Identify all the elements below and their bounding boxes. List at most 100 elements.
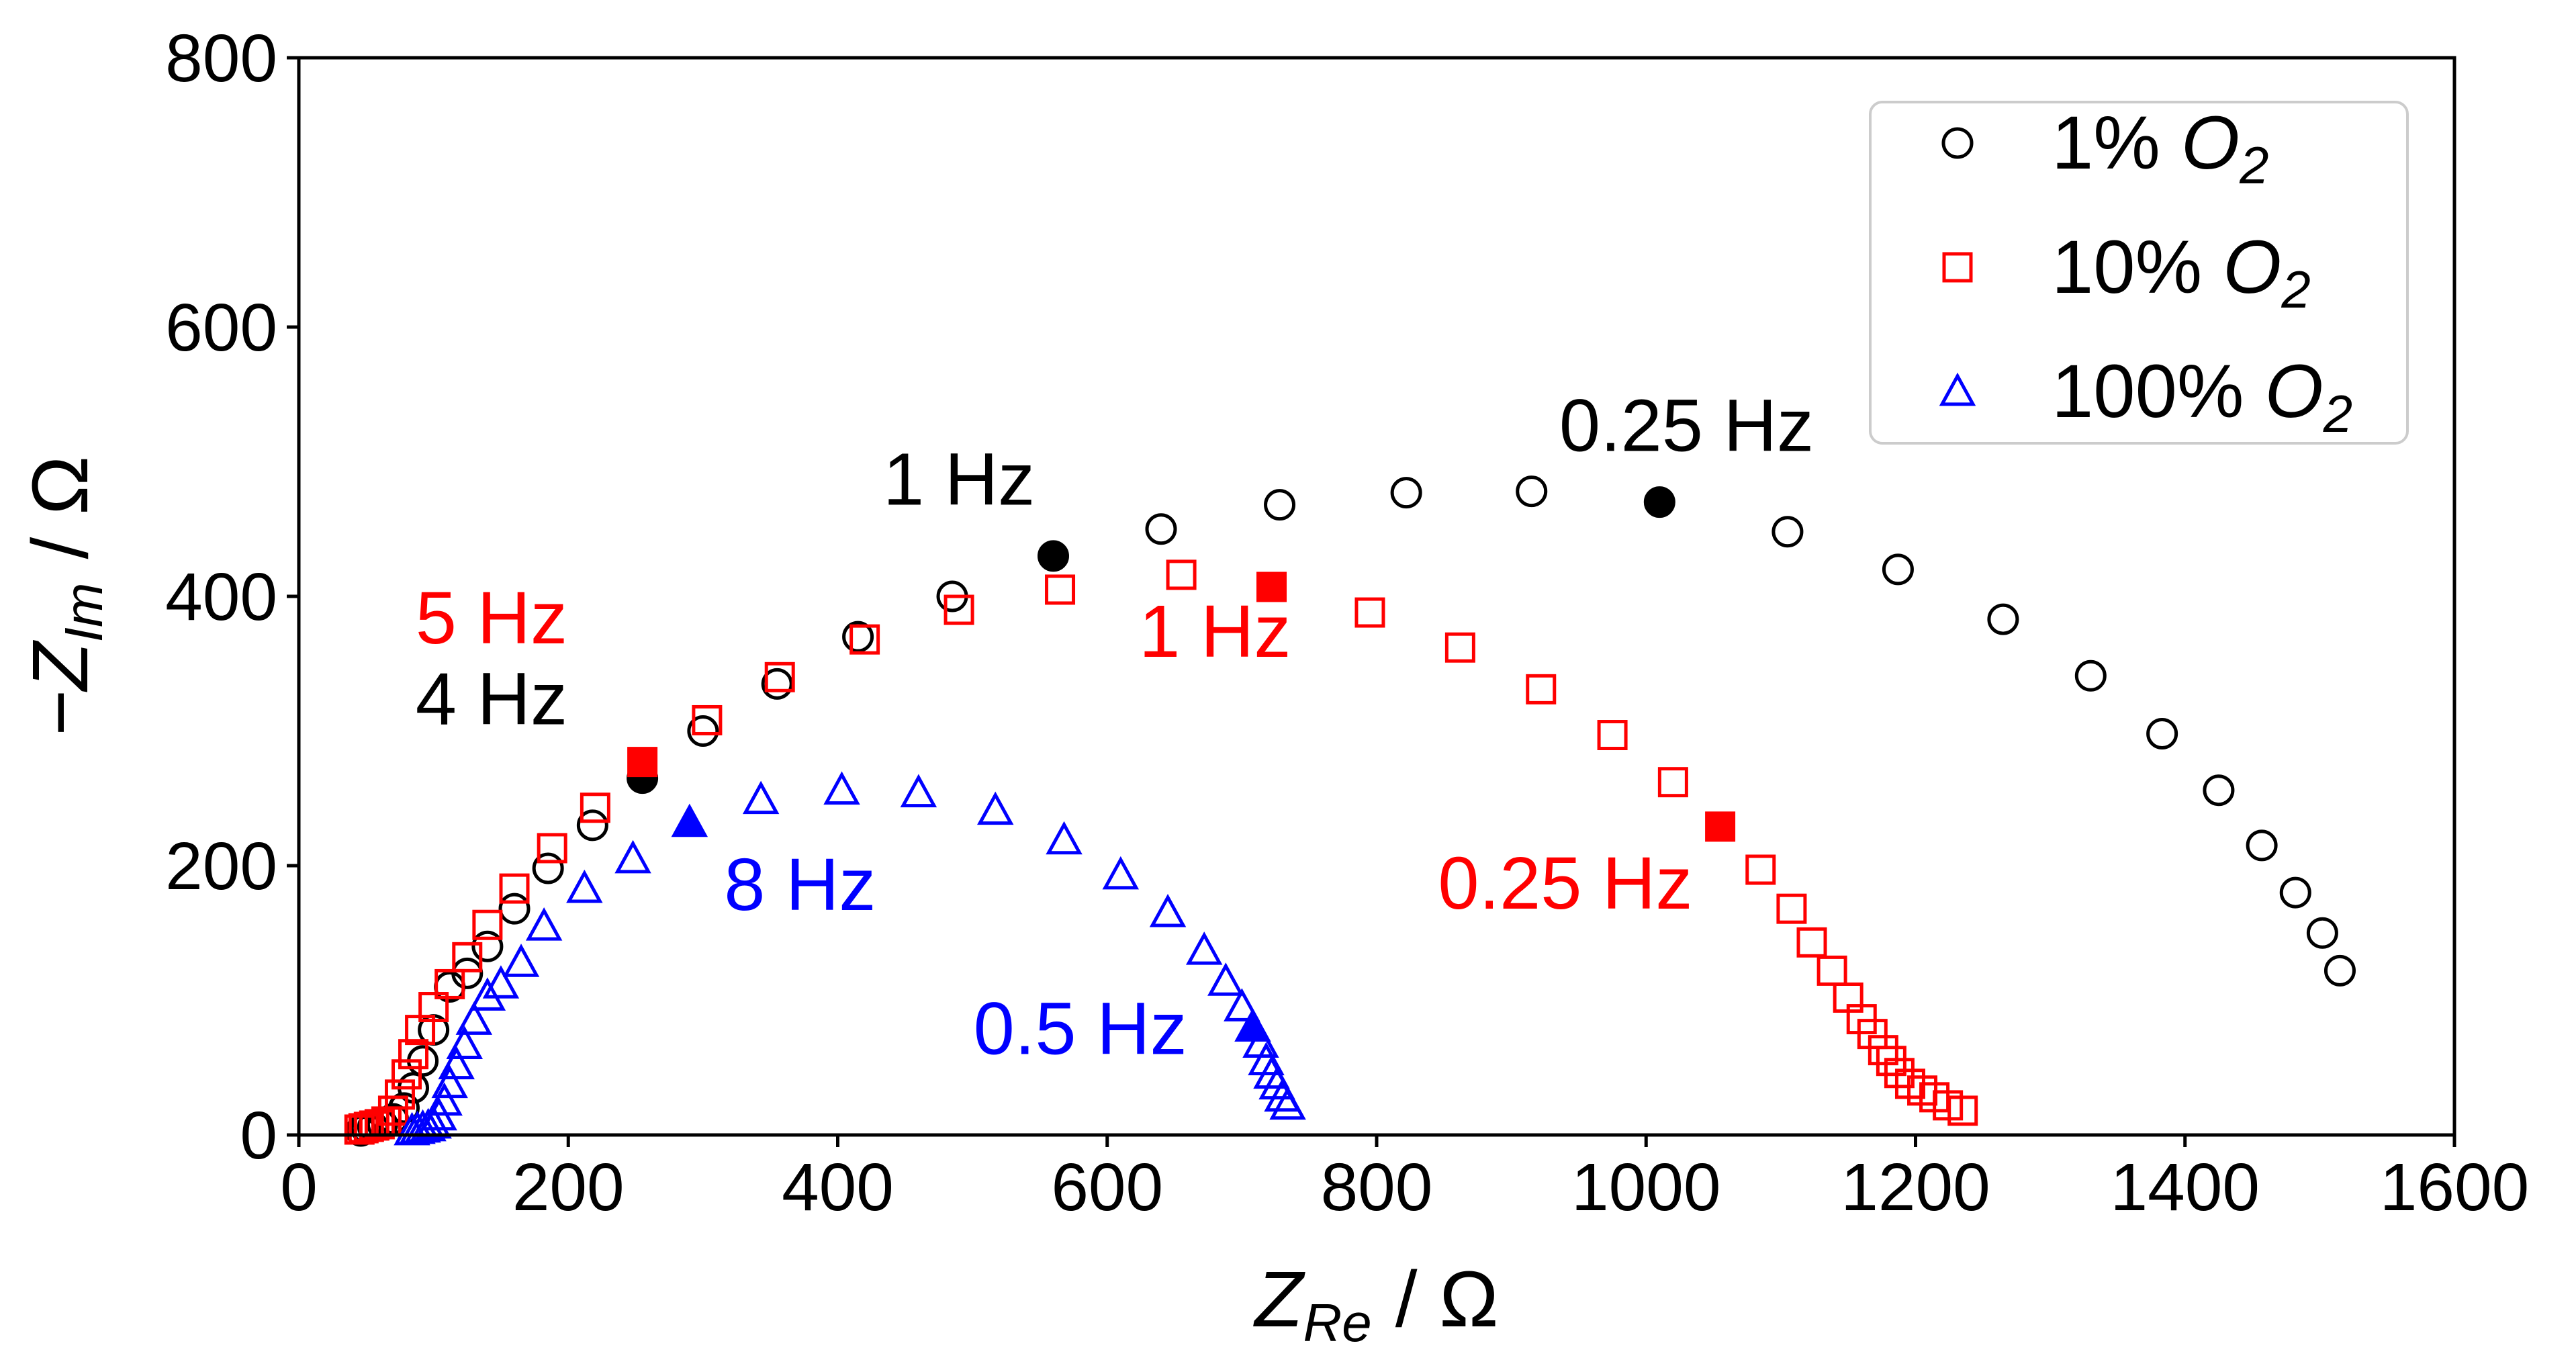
data-point-highlighted [627,747,658,778]
series-circle [344,475,2356,1147]
y-axis-label-sub: Im [54,582,113,642]
data-point [532,852,564,884]
data-point [452,942,483,972]
data-point [1947,1095,1978,1126]
x-axis-label: ZRe / Ω [1252,1255,1498,1353]
data-point [434,968,465,999]
data-point [900,774,937,808]
data-point [502,944,540,977]
data-point [1776,893,1807,924]
legend-marker-square [1942,252,1973,283]
data-point [614,839,651,874]
data-point [1868,1035,1898,1066]
legend-label: 100% O2 [2052,349,2352,443]
legend-entry: 10% O2 [1942,225,2311,319]
series-triangle [394,771,1306,1146]
data-point-highlighted [1643,486,1675,518]
data-point [849,624,880,655]
frequency-annotation: 8 Hz [724,843,876,926]
y-axis-label-main: −Z [16,639,105,737]
data-point [2074,659,2107,692]
data-point [498,893,531,925]
data-point [537,833,567,864]
y-axis-label-unit: / Ω [16,456,105,559]
data-point [469,977,506,1011]
data-point [451,957,484,989]
x-axis-label-sub: Re [1303,1293,1372,1353]
data-point [823,771,860,805]
x-tick-label: 1000 [1571,1150,1720,1225]
data-point [1597,720,1628,751]
data-point-highlighted [1705,811,1736,842]
frequency-annotation: 0.5 Hz [974,988,1187,1070]
data-point [1390,477,1422,509]
y-tick-label: 200 [165,829,277,904]
data-point [377,1095,408,1126]
x-tick-label: 0 [280,1150,318,1225]
data-point [398,1039,429,1070]
data-point [566,869,603,903]
data-point-highlighted [1234,1008,1271,1042]
data-point [692,704,723,735]
data-point [472,909,503,940]
data-point [2203,774,2235,807]
y-tick-label: 600 [165,290,277,365]
data-point [2279,876,2311,909]
data-point [1185,931,1223,965]
data-point [944,594,974,625]
x-tick-label: 1600 [2380,1150,2529,1225]
data-point [1444,632,1475,663]
data-point [426,1082,463,1116]
data-point [431,1064,468,1099]
legend-entry: 1% O2 [1941,101,2269,195]
data-point [438,1046,475,1080]
axis-ticks: 0 200 400 600 800 1000 1200 1400 1600 0 200 400 600 8… [165,21,2529,1225]
data-point [392,1059,422,1090]
data-point [1772,516,1804,548]
data-point [761,668,793,700]
data-point [2246,829,2278,862]
frequency-annotations: 1 Hz 0.25 Hz 5 Hz4 Hz 1 Hz 8 Hz 0.25 Hz 0.5 Hz [416,384,1814,1070]
data-point [1102,856,1140,890]
x-tick-label: 400 [782,1150,894,1225]
data-point [842,621,874,653]
y-axis-label: −ZIm / Ω [16,456,113,737]
data-point [1857,1019,1888,1050]
data-point [1657,767,1688,798]
data-point [1884,1058,1915,1089]
y-tick-label: 0 [240,1098,277,1173]
data-point [687,715,719,747]
data-point [455,1001,493,1035]
series-square [344,559,1978,1145]
legend-label: 10% O2 [2052,225,2311,319]
x-axis-label-unit: / Ω [1395,1255,1499,1344]
data-point [1045,574,1076,605]
data-point [499,873,530,904]
data-point [1816,955,1847,986]
data-point [2324,954,2356,987]
legend: 1% O2 10% O2 100% O2 [1869,101,2409,445]
legend-marker-circle [1941,127,1974,159]
data-point [764,662,795,692]
legend-entry: 100% O2 [1939,349,2352,443]
data-point [1166,559,1197,590]
x-tick-label: 600 [1051,1150,1163,1225]
data-point [410,1107,447,1142]
legend-marker-triangle [1939,372,1976,406]
frequency-annotation: 0.25 Hz [1438,842,1692,925]
frequency-annotation: 5 Hz [416,577,567,659]
x-tick-label: 1400 [2111,1150,2260,1225]
data-point [1882,553,1914,586]
data-point [1526,674,1557,704]
data-point [1264,489,1296,521]
data-point [1149,893,1187,927]
legend-label: 1% O2 [2052,101,2269,195]
frequency-annotation: 1 Hz [883,439,1035,521]
frequency-annotation: 4 Hz [416,657,567,740]
data-point [1207,962,1244,996]
data-point [1796,927,1827,958]
data-point [977,791,1014,825]
data-point [1354,597,1385,628]
y-tick-label: 400 [165,559,277,635]
